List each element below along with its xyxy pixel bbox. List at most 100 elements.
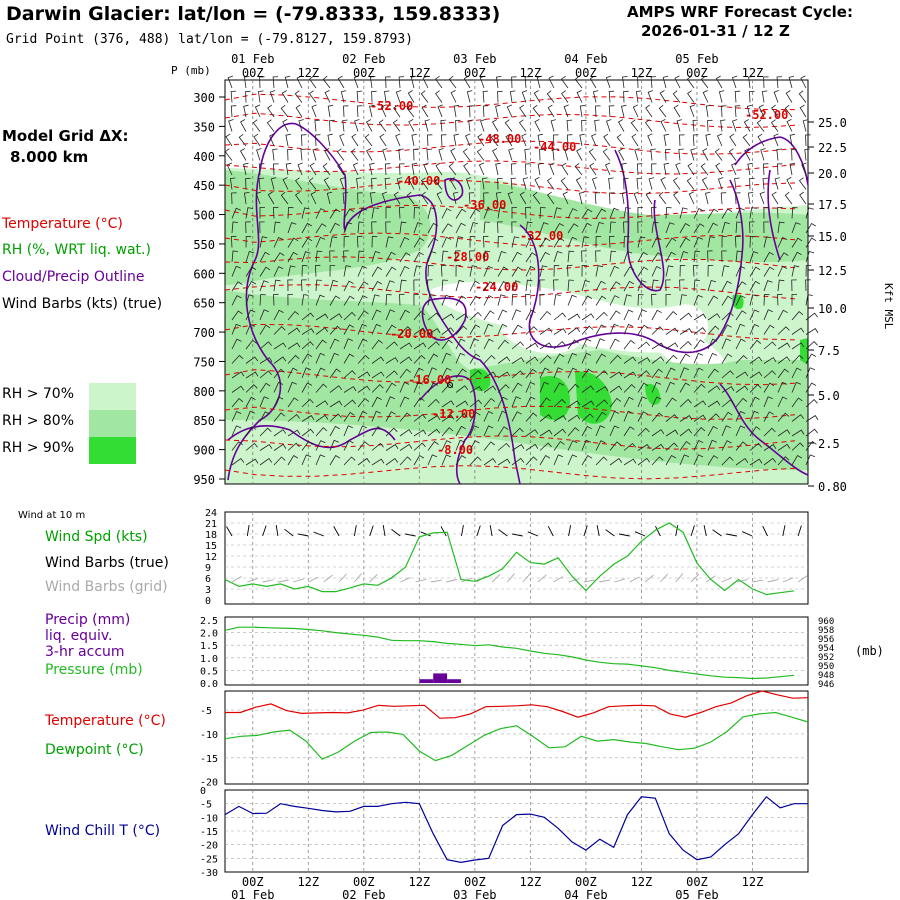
legend-precip-3: 3-hr accum: [45, 644, 125, 660]
wind-barb: [413, 397, 425, 408]
wind-barb: [469, 370, 482, 379]
wind-speed-line: [224, 522, 795, 596]
wind-barb: [469, 440, 480, 451]
wind-barb: [525, 221, 533, 234]
surface-wind-barb-true: [404, 533, 416, 537]
windchill-tick-label: -20: [200, 841, 218, 852]
wind-barb: [385, 309, 395, 321]
precip-tick-label: 2.5: [200, 616, 218, 627]
height-tick-label: 12.5: [818, 264, 847, 278]
wind-barb: [663, 162, 670, 176]
wind-barb: [521, 133, 527, 147]
wind-barb: [343, 236, 350, 248]
wind-barb: [371, 458, 385, 466]
wind-barb: [329, 313, 343, 321]
wind-barb: [267, 191, 275, 205]
wind-barb: [525, 342, 539, 350]
wind-barb: [357, 397, 370, 408]
wind-barb: [478, 162, 485, 176]
wind-barb: [311, 104, 317, 118]
wind-barb: [509, 90, 516, 103]
wind-barb: [763, 370, 776, 379]
wind-barb: [245, 280, 257, 292]
wind-barb: [609, 281, 621, 292]
wind-barb: [637, 221, 643, 234]
wind-barb: [329, 400, 343, 408]
wind-barb: [735, 310, 747, 321]
wind-barb: [437, 104, 443, 118]
wind-barb: [651, 206, 657, 219]
wind-barb: [329, 439, 339, 451]
surface-wind-barb-true: [369, 525, 374, 537]
surface-wind-barb-true: [547, 525, 554, 537]
wind-barb: [357, 385, 371, 393]
wind-barb: [273, 326, 286, 335]
top-date-label: 03 Feb: [453, 52, 496, 66]
wind-barb: [791, 251, 802, 263]
wind-barb: [595, 353, 607, 364]
windchill-tick-label: -30: [200, 868, 218, 879]
wind-barb: [721, 425, 731, 437]
wind-barb: [413, 148, 419, 161]
wind-barb: [574, 75, 583, 89]
wind-barb: [231, 371, 245, 379]
wind-barb: [315, 313, 329, 321]
wind-barb: [609, 310, 621, 321]
wind-barb: [495, 162, 501, 176]
wind-barb: [805, 328, 819, 335]
wind-barb: [411, 162, 418, 176]
wind-barb: [427, 341, 440, 350]
wind-barb: [791, 381, 802, 393]
wind-barb: [805, 250, 815, 263]
surface-wind-barb-grid: [797, 575, 808, 583]
wind-barb: [287, 222, 297, 234]
wind-barb: [497, 250, 507, 263]
windchill-tick-label: -10: [200, 813, 218, 824]
wind-barb: [744, 148, 751, 161]
rh90-region: [575, 371, 612, 424]
wind-barb: [749, 280, 760, 292]
wind-barb: [632, 104, 639, 118]
wind-barb: [300, 134, 307, 147]
calm-wind-marker: [447, 382, 453, 388]
wind-barb: [650, 148, 656, 161]
wind-barb: [245, 294, 254, 306]
wind-barb: [718, 90, 725, 103]
wind-barb: [398, 206, 405, 219]
wind-barb: [469, 311, 482, 321]
wind-barb: [441, 400, 455, 408]
wind-barb: [549, 162, 555, 176]
wind-barb: [791, 342, 805, 350]
wind-barb: [576, 90, 583, 103]
wind-speed-tick-label: 3: [205, 585, 211, 596]
pressure-tick-label: 948: [818, 671, 834, 681]
wind-barb: [231, 281, 243, 292]
wind-barb: [777, 456, 790, 466]
wind-chill-line: [224, 795, 808, 864]
wind-barb: [595, 280, 606, 292]
wind-barb: [791, 207, 798, 219]
wind-barb: [637, 341, 651, 350]
wind-barb: [495, 192, 502, 205]
isotherm-label: -16.00: [408, 373, 451, 387]
wind-barb: [637, 236, 646, 248]
wind-barb: [693, 327, 707, 335]
surface-wind-barb-true: [440, 526, 447, 537]
wind-barb: [469, 250, 475, 263]
precip-pressure-panel: 2.5 2.01.5 1.00.5 0.0 9609589569549529509489…: [200, 616, 884, 690]
wind-barb: [608, 235, 615, 248]
wind-barb: [777, 396, 788, 408]
wind-barb: [281, 90, 289, 103]
wind-barb: [539, 251, 550, 263]
wind-barb: [622, 76, 628, 89]
wind-barb: [259, 457, 273, 466]
wind-barb: [539, 294, 545, 306]
wind-barb: [728, 148, 737, 161]
wind-barb: [749, 371, 763, 379]
pressure-tick-label: 400: [193, 150, 215, 164]
wind-barb: [539, 148, 545, 161]
wind-barb: [301, 382, 312, 393]
wind-barb: [679, 279, 685, 292]
wind-barb: [539, 429, 553, 437]
